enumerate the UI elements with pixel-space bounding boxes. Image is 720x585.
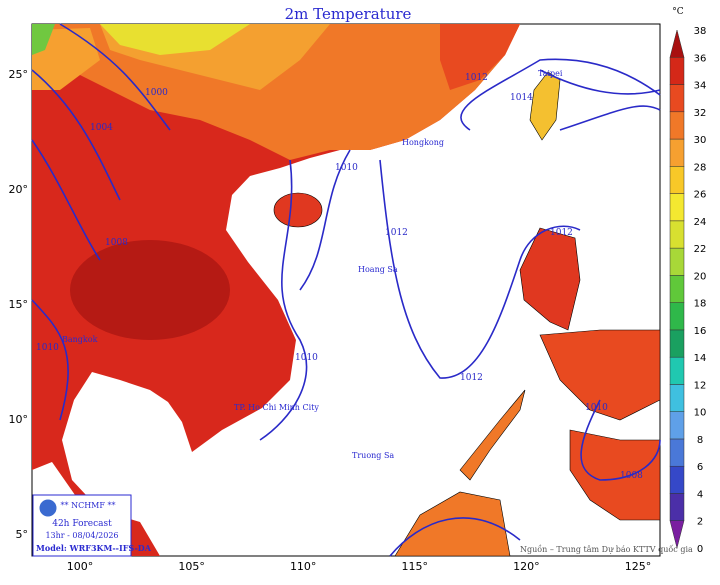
colorbar-segment	[669, 329, 685, 358]
colorbar-tick-label: 26	[694, 190, 707, 201]
colorbar-tick-label: 0	[697, 544, 703, 555]
place-label: Hoang Sa	[358, 265, 398, 274]
lon-label: 110°	[290, 560, 317, 573]
title: 2m Temperature	[285, 5, 412, 23]
colorbar-tick-label: 14	[694, 353, 707, 364]
isobar-label: 1012	[385, 228, 408, 238]
lon-label: 100°	[67, 560, 94, 573]
info-time: 13hr - 08/04/2026	[45, 531, 118, 540]
colorbar-segment	[669, 84, 685, 113]
isobar-label: 1010	[295, 353, 318, 363]
lon-label: 120°	[513, 560, 540, 573]
isobar-label: 1010	[585, 403, 608, 413]
isobar-label: 1008	[105, 238, 128, 248]
place-label: Truong Sa	[352, 451, 394, 460]
colorbar-unit: °C	[672, 7, 684, 17]
isobar-label: 1010	[36, 343, 59, 353]
lat-label: 25°	[9, 68, 29, 81]
isobar-label: 1012	[550, 228, 573, 238]
colorbar-segment	[669, 302, 685, 331]
colorbar-tick-label: 28	[694, 162, 707, 173]
colorbar-tick-label: 22	[694, 244, 707, 255]
colorbar-tick-label: 30	[694, 135, 707, 146]
lat-labels: 5° 10° 15° 20° 25°	[9, 68, 29, 541]
land	[32, 24, 661, 557]
place-labels: Hongkong Taipei Hoang Sa Truong Sa TP. H…	[62, 69, 563, 460]
lat-label: 20°	[9, 183, 29, 196]
colorbar-segment	[669, 275, 685, 303]
colorbar-tick-label: 38	[694, 26, 707, 37]
place-label: TP. Ho Chi Minh City	[234, 403, 319, 412]
lat-label: 5°	[16, 528, 29, 541]
place-label: Bangkok	[62, 335, 98, 344]
info-box: ** NCHMF ** 42h Forecast 13hr - 08/04/20…	[32, 494, 152, 557]
colorbar-segment	[669, 411, 685, 440]
isobar-label: 1000	[145, 88, 168, 98]
colorbar-segment	[669, 111, 685, 140]
colorbar-tick-label: 36	[694, 53, 707, 64]
colorbar-tick-label: 20	[694, 271, 707, 282]
isobar-label: 1010	[335, 163, 358, 173]
lon-label: 105°	[178, 560, 205, 573]
colorbar-tick-label: 4	[697, 489, 703, 500]
colorbar-tick-label: 34	[694, 81, 707, 92]
info-org: ** NCHMF **	[61, 501, 116, 510]
colorbar-tick-label: 16	[694, 326, 707, 337]
place-label: Hongkong	[402, 138, 444, 147]
isobar-label: 1014	[510, 93, 533, 103]
colorbar-segment	[669, 138, 685, 167]
colorbar-segment	[669, 220, 685, 249]
credit: Nguồn – Trung tâm Dự báo KTTV quốc gia	[520, 545, 693, 554]
lat-label: 15°	[9, 298, 29, 311]
colorbar-segment	[669, 384, 685, 412]
colorbar-segment	[669, 438, 685, 467]
colorbar-segment	[669, 57, 685, 85]
colorbar-tick-label: 12	[694, 380, 707, 391]
isobar-label: 1012	[465, 73, 488, 83]
colorbar-segment	[669, 166, 685, 194]
colorbar-tick-label: 10	[694, 408, 707, 419]
isobar-label: 1012	[460, 373, 483, 383]
colorbar-tick-label: 32	[694, 108, 707, 119]
colorbar-segment	[669, 193, 685, 222]
colorbar-segment	[669, 29, 685, 58]
colorbar-tick-label: 18	[694, 299, 707, 310]
colorbar-segment	[669, 356, 685, 385]
isobar-labels: 1000 1004 1008 1010 1010 1012 1012 1012 …	[36, 73, 643, 481]
colorbar-tick-label: 24	[694, 217, 707, 228]
colorbar-tick-label: 6	[697, 462, 703, 473]
lat-label: 10°	[9, 413, 29, 426]
place-label: Taipei	[538, 69, 563, 78]
isobar-label: 1004	[90, 123, 113, 133]
info-forecast: 42h Forecast	[52, 519, 112, 529]
colorbar-tick-label: 8	[697, 435, 703, 446]
colorbar-segment	[669, 465, 685, 494]
lon-labels: 100° 105° 110° 115° 120° 125°	[67, 560, 652, 573]
isobar-label: 1008	[620, 471, 643, 481]
colorbar-segment	[669, 247, 685, 276]
lon-label: 125°	[625, 560, 652, 573]
colorbar-tick-label: 2	[697, 517, 703, 528]
info-model: Model: WRF3KM--IFS-DA	[36, 543, 152, 553]
lon-label: 115°	[402, 560, 429, 573]
colorbar-segment	[669, 493, 685, 521]
isobars	[31, 23, 661, 557]
colorbar-segment	[669, 520, 685, 549]
